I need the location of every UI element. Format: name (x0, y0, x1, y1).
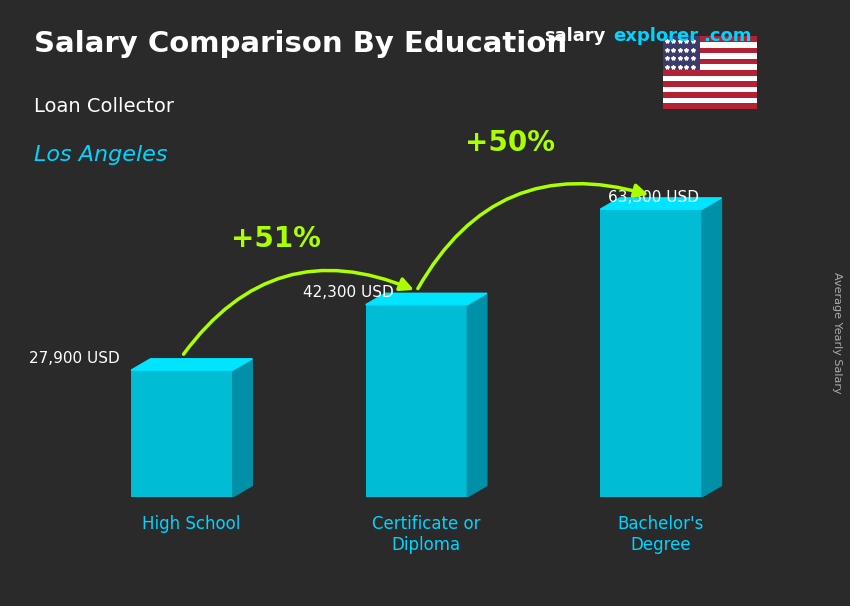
Polygon shape (468, 293, 487, 497)
Bar (663, 98, 756, 104)
Bar (663, 64, 756, 70)
Text: +50%: +50% (465, 129, 555, 158)
Text: Average Yearly Salary: Average Yearly Salary (832, 273, 842, 394)
Text: .com: .com (703, 27, 751, 45)
Polygon shape (366, 293, 487, 305)
Text: Loan Collector: Loan Collector (34, 97, 174, 116)
Bar (663, 53, 756, 59)
Text: 63,300 USD: 63,300 USD (608, 190, 699, 205)
Bar (663, 76, 756, 81)
Polygon shape (131, 359, 252, 370)
Text: Los Angeles: Los Angeles (34, 145, 167, 165)
Text: Certificate or
Diploma: Certificate or Diploma (372, 515, 480, 554)
Text: salary: salary (544, 27, 605, 45)
Text: Bachelor's
Degree: Bachelor's Degree (618, 515, 704, 554)
Bar (600, 209, 702, 497)
Text: +51%: +51% (231, 225, 320, 253)
Text: High School: High School (143, 515, 241, 533)
Bar (663, 42, 756, 47)
Text: Salary Comparison By Education: Salary Comparison By Education (34, 30, 567, 58)
Bar (366, 305, 468, 497)
Polygon shape (702, 198, 722, 497)
Text: 27,900 USD: 27,900 USD (30, 350, 120, 365)
Bar (663, 87, 756, 92)
Polygon shape (233, 359, 252, 497)
Text: explorer: explorer (614, 27, 699, 45)
Polygon shape (600, 198, 722, 209)
Text: 42,300 USD: 42,300 USD (303, 285, 394, 300)
Bar (131, 370, 233, 497)
Bar (663, 36, 700, 70)
